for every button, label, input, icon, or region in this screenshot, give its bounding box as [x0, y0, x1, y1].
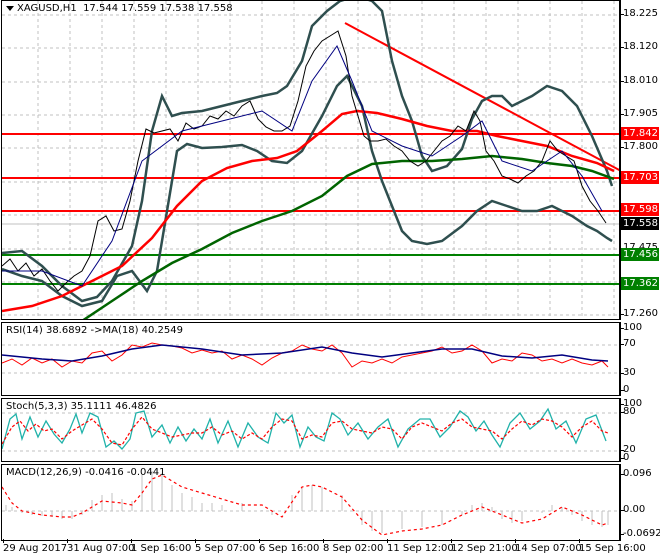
rsi-tick: 30 — [621, 367, 636, 378]
time-tick: 6 Sep 16:00 — [259, 539, 320, 554]
rsi-axis: 100 70 30 0 — [620, 322, 660, 396]
price-chart-panel[interactable]: XAGUSD,H1 17.544 17.559 17.538 17.558 — [1, 0, 620, 320]
stochastic-axis: 100 80 20 0 — [620, 398, 660, 463]
price-tick: 18.010 — [621, 75, 658, 86]
symbol-timeframe: XAGUSD,H1 — [17, 3, 77, 14]
macd-tick: 0.096 — [621, 468, 652, 479]
macd-canvas — [2, 471, 619, 536]
time-tick: 29 Aug 2017 — [3, 539, 68, 554]
rsi-tick: 100 — [620, 322, 643, 333]
price-chart-canvas — [2, 1, 619, 319]
level-label-resistance: 17.842 — [621, 127, 659, 140]
macd-tick: -0.0692 — [621, 528, 660, 539]
rsi-tick: 0 — [620, 384, 630, 395]
price-tick: 17.905 — [621, 108, 658, 119]
rsi-tick: 70 — [621, 338, 636, 349]
level-label-resistance: 17.703 — [621, 171, 659, 184]
price-axis: 18.225 18.120 18.010 17.905 17.800 17.47… — [620, 0, 660, 320]
stoch-tick: 0 — [620, 452, 630, 463]
time-tick: 15 Sep 16:00 — [579, 539, 646, 554]
stochastic-title: Stoch(5,3,3) 35.1111 46.4826 — [6, 401, 157, 412]
stochastic-panel[interactable]: Stoch(5,3,3) 35.1111 46.4826 — [1, 398, 620, 462]
time-axis: 29 Aug 2017 31 Aug 07:00 1 Sep 16:00 5 S… — [1, 539, 646, 560]
price-tick: 18.225 — [621, 8, 658, 19]
time-tick: 5 Sep 07:00 — [195, 539, 256, 554]
rsi-panel[interactable]: RSI(14) 38.6892 ->MA(18) 40.2549 — [1, 322, 620, 396]
macd-tick: 0.00 — [620, 504, 646, 515]
macd-title: MACD(12,26,9) -0.0416 -0.0441 — [6, 467, 166, 478]
stoch-tick: 20 — [621, 444, 636, 455]
macd-axis: 0.096 0.00 -0.0692 — [620, 464, 660, 541]
rsi-canvas — [2, 342, 619, 374]
time-tick: 11 Sep 12:00 — [387, 539, 454, 554]
price-tick: 18.120 — [621, 41, 658, 52]
time-tick: 8 Sep 02:00 — [323, 539, 384, 554]
price-tick: 17.260 — [621, 308, 658, 319]
time-tick: 1 Sep 16:00 — [131, 539, 192, 554]
time-tick: 12 Sep 21:00 — [451, 539, 518, 554]
time-tick: 14 Sep 07:00 — [515, 539, 582, 554]
time-tick: 31 Aug 07:00 — [67, 539, 135, 554]
level-label-resistance: 17.598 — [621, 203, 659, 216]
rsi-title: RSI(14) 38.6892 ->MA(18) 40.2549 — [6, 325, 183, 336]
triangle-down-icon[interactable] — [6, 5, 14, 11]
stoch-tick: 100 — [620, 398, 643, 409]
level-label-support: 17.362 — [621, 277, 659, 290]
level-label-support: 17.456 — [621, 248, 659, 261]
chart-title: XAGUSD,H1 17.544 17.559 17.538 17.558 — [6, 3, 233, 14]
stoch-tick: 80 — [621, 406, 636, 417]
macd-panel[interactable]: MACD(12,26,9) -0.0416 -0.0441 — [1, 464, 620, 541]
ohlc-values: 17.544 17.559 17.538 17.558 — [83, 3, 233, 14]
stochastic-canvas — [2, 407, 619, 452]
current-price-label: 17.558 — [621, 217, 659, 230]
price-tick: 17.800 — [621, 141, 658, 152]
